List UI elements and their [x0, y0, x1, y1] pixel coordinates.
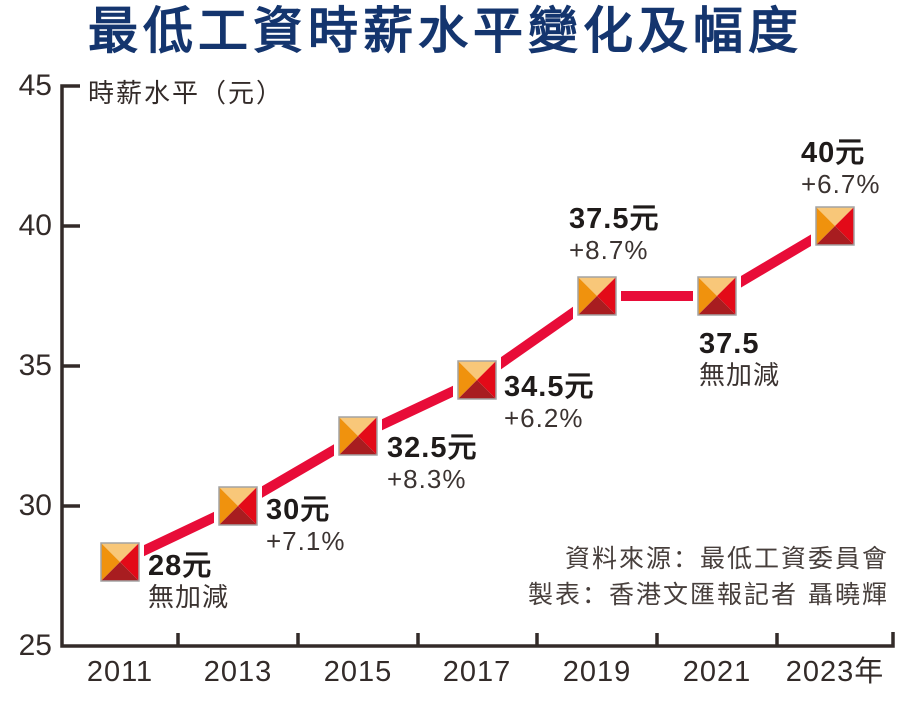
y-axis-title: 時薪水平（元） — [88, 78, 285, 108]
data-point-marker-2021 — [692, 271, 742, 321]
y-tick-35: 35 — [18, 349, 52, 382]
point-value-2019: 37.5元 — [569, 203, 660, 235]
point-label-2021: 37.5 無加減 — [699, 328, 780, 391]
x-tick-2013: 2013 — [203, 656, 273, 688]
point-value-2021: 37.5 — [699, 328, 760, 360]
source-line: 資料來源：最低工資委員會 — [564, 544, 889, 573]
point-change-2011: 無加減 — [148, 582, 230, 612]
point-change-2023: +6.7% — [801, 169, 881, 199]
chart-title: 最低工資時薪水平變化及幅度 — [88, 3, 803, 59]
credit-line: 製表：香港文匯報記者 聶曉輝 — [528, 580, 889, 609]
point-change-2017: +6.2% — [504, 403, 584, 433]
x-tick-2017: 2017 — [442, 656, 512, 688]
point-value-2013: 30元 — [266, 494, 331, 526]
point-label-2013: 30元 +7.1% — [266, 494, 345, 557]
y-tick-45: 45 — [18, 69, 52, 102]
data-point-marker-2017 — [452, 355, 502, 405]
point-change-2019: +8.7% — [569, 235, 649, 265]
point-value-2011: 28元 — [148, 550, 213, 582]
source-credit: 資料來源：最低工資委員會 製表：香港文匯報記者 聶曉輝 — [528, 541, 889, 613]
y-tick-30: 30 — [18, 489, 52, 522]
x-tick-2021: 2021 — [682, 656, 752, 688]
point-value-2017: 34.5元 — [504, 371, 595, 403]
data-point-marker-2011 — [95, 537, 145, 587]
point-label-2015: 32.5元 +8.3% — [387, 432, 477, 495]
data-point-marker-2015 — [333, 411, 383, 461]
point-value-2023: 40元 — [801, 137, 866, 169]
data-point-marker-2023 — [810, 201, 860, 251]
y-tick-40: 40 — [18, 209, 52, 242]
x-tick-2023: 2023年 — [785, 656, 885, 688]
point-value-2015: 32.5元 — [387, 432, 478, 464]
data-point-marker-2019 — [572, 271, 622, 321]
point-label-2019: 37.5元 +8.7% — [569, 203, 659, 266]
y-tick-25: 25 — [18, 629, 52, 662]
x-tick-2019: 2019 — [562, 656, 632, 688]
data-point-marker-2013 — [213, 481, 263, 531]
x-tick-2015: 2015 — [323, 656, 393, 688]
point-change-2021: 無加減 — [699, 360, 781, 390]
point-label-2023: 40元 +6.7% — [801, 137, 880, 200]
x-tick-2011: 2011 — [86, 656, 154, 688]
point-label-2017: 34.5元 +6.2% — [504, 371, 594, 434]
point-label-2011: 28元 無加減 — [148, 550, 229, 613]
point-change-2013: +7.1% — [266, 526, 346, 556]
axes — [60, 84, 895, 648]
point-change-2015: +8.3% — [387, 464, 467, 494]
